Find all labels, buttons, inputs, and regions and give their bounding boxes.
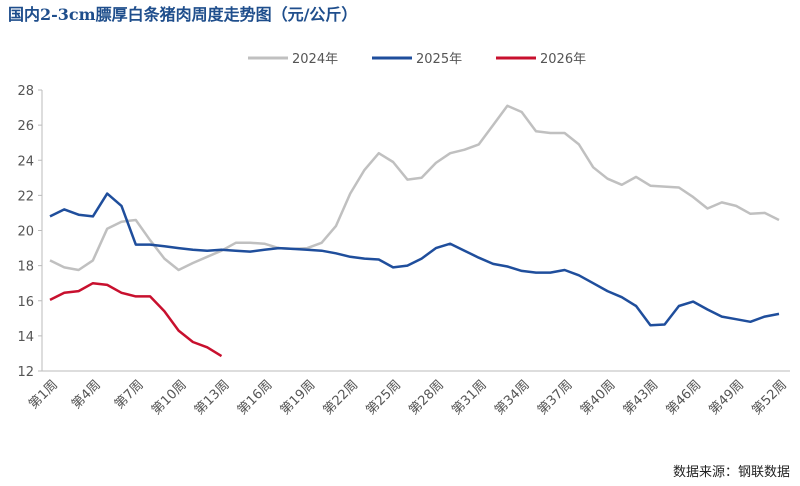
x-tick-label: 第4周	[69, 377, 104, 412]
x-tick-label: 第13周	[192, 377, 233, 418]
y-tick-label: 24	[17, 154, 34, 169]
chart-title: 国内2-3cm膘厚白条猪肉周度走势图（元/公斤）	[8, 5, 357, 24]
x-tick-label: 第46周	[664, 377, 705, 418]
x-tick-label: 第43周	[621, 377, 662, 418]
x-tick-label: 第52周	[749, 377, 790, 418]
series-line	[49, 192, 780, 327]
y-tick-label: 28	[17, 84, 34, 99]
y-tick-label: 20	[17, 225, 34, 240]
x-tick-label: 第16周	[235, 377, 276, 418]
y-tick-label: 26	[17, 119, 34, 134]
x-tick-label: 第7周	[112, 377, 147, 412]
x-tick-label: 第31周	[449, 377, 490, 418]
x-tick-label: 第37周	[535, 377, 576, 418]
y-tick-label: 18	[17, 260, 34, 275]
source: 数据来源：钢联数据	[673, 465, 790, 480]
series-line	[49, 104, 780, 272]
y-tick-label: 12	[17, 365, 34, 380]
y-tick-label: 14	[17, 330, 34, 345]
x-tick-label: 第40周	[578, 377, 619, 418]
x-tick-label: 第10周	[149, 377, 190, 418]
legend-label: 2026年	[540, 52, 586, 67]
x-tick-label: 第28周	[406, 377, 447, 418]
legend-label: 2025年	[416, 52, 462, 67]
x-tick-label: 第34周	[492, 377, 533, 418]
series-line	[49, 281, 223, 358]
x-tick-label: 第19周	[278, 377, 319, 418]
x-tick-label: 第22周	[321, 377, 362, 418]
x-tick-label: 第49周	[706, 377, 747, 418]
legend-label: 2024年	[292, 52, 338, 67]
y-tick-label: 22	[17, 189, 34, 204]
x-tick-label: 第25周	[363, 377, 404, 418]
x-tick-label: 第1周	[26, 377, 61, 412]
y-tick-label: 16	[17, 295, 34, 310]
